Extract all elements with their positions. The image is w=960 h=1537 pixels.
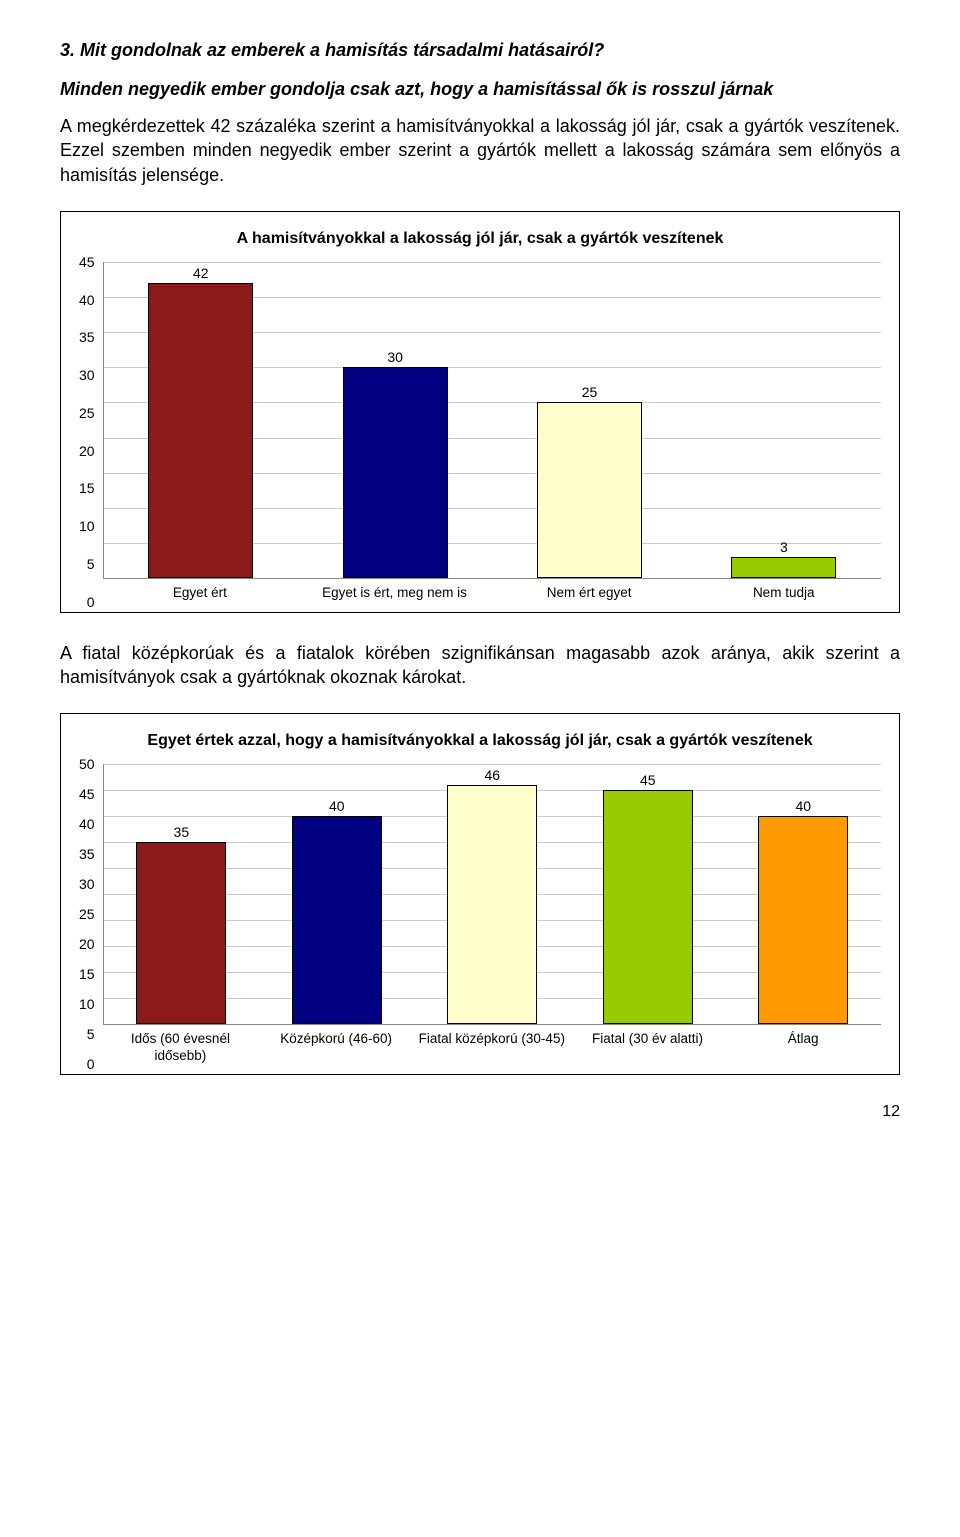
x-label: Középkorú (46-60)	[258, 1031, 414, 1065]
section-subheading: Minden negyedik ember gondolja csak azt,…	[60, 79, 900, 100]
bar	[136, 842, 226, 1023]
chart-2: Egyet értek azzal, hogy a hamisítványokk…	[60, 713, 900, 1075]
paragraph-1: A megkérdezettek 42 százaléka szerint a …	[60, 114, 900, 187]
x-label: Egyet is ért, meg nem is	[297, 585, 492, 602]
section-heading: 3. Mit gondolnak az emberek a hamisítás …	[60, 40, 900, 61]
bar-slot: 45	[570, 764, 725, 1023]
bar-slot: 30	[298, 262, 492, 578]
bar	[603, 790, 693, 1023]
bar	[447, 785, 537, 1024]
chart-2-plot: 35 40 46 45 40	[103, 764, 881, 1024]
paragraph-2: A fiatal középkorúak és a fiatalok köréb…	[60, 641, 900, 690]
bar-slot: 40	[259, 764, 414, 1023]
bar-value-label: 40	[329, 798, 345, 814]
chart-1-x-labels: Egyet értEgyet is ért, meg nem isNem ért…	[103, 585, 881, 602]
bar-slot: 25	[492, 262, 686, 578]
x-label: Idős (60 évesnél idősebb)	[103, 1031, 259, 1065]
bar-value-label: 3	[780, 539, 788, 555]
page-number: 12	[60, 1103, 900, 1121]
chart-2-title: Egyet értek azzal, hogy a hamisítványokk…	[79, 732, 881, 750]
bar-slot: 42	[104, 262, 298, 578]
bar-slot: 3	[687, 262, 881, 578]
x-label: Egyet ért	[103, 585, 298, 602]
bar-slot: 35	[104, 764, 259, 1023]
bar-value-label: 40	[795, 798, 811, 814]
bar-slot: 40	[726, 764, 881, 1023]
bar-slot: 46	[415, 764, 570, 1023]
chart-1: A hamisítványokkal a lakosság jól jár, c…	[60, 211, 900, 613]
bar-value-label: 35	[174, 824, 190, 840]
bar-value-label: 25	[582, 384, 598, 400]
chart-1-title: A hamisítványokkal a lakosság jól jár, c…	[79, 230, 881, 248]
chart-2-x-labels: Idős (60 évesnél idősebb)Középkorú (46-6…	[103, 1031, 881, 1065]
bar	[343, 367, 448, 578]
x-label: Nem ért egyet	[492, 585, 687, 602]
chart-1-plot: 42 30 25 3	[103, 262, 881, 579]
bar-value-label: 46	[485, 767, 501, 783]
x-label: Nem tudja	[686, 585, 881, 602]
bar	[537, 402, 642, 578]
x-label: Átlag	[725, 1031, 881, 1065]
chart-1-y-axis: 454035302520151050	[79, 262, 103, 602]
bar	[148, 283, 253, 578]
bar	[731, 557, 836, 578]
bar-value-label: 42	[193, 265, 209, 281]
bar-value-label: 45	[640, 772, 656, 788]
bar-value-label: 30	[387, 349, 403, 365]
bar	[758, 816, 848, 1023]
bar	[292, 816, 382, 1023]
x-label: Fiatal (30 év alatti)	[570, 1031, 726, 1065]
chart-2-y-axis: 50454035302520151050	[79, 764, 103, 1064]
x-label: Fiatal középkorú (30-45)	[414, 1031, 570, 1065]
